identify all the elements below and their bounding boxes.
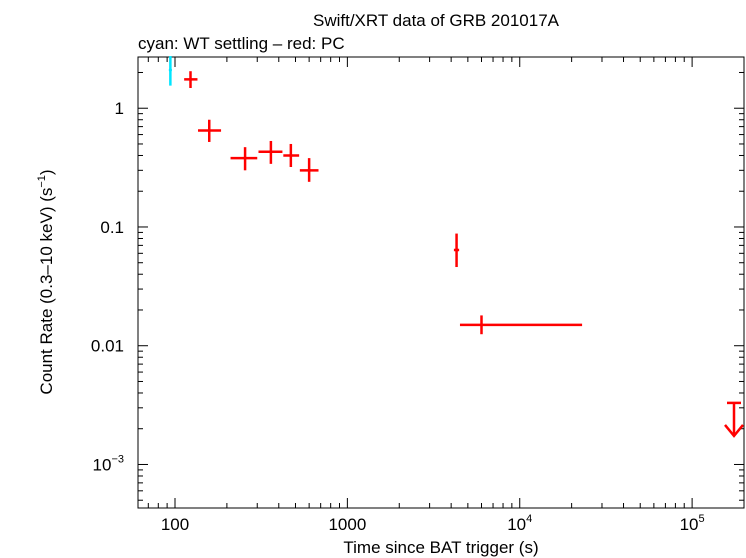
y-tick-label: 0.1 [100,218,124,237]
chart-subtitle: cyan: WT settling – red: PC [138,34,345,53]
y-axis-label-close: ) [37,169,56,175]
y-axis-label: Count Rate (0.3–10 keV) (s−1) [36,169,56,394]
data-point [307,168,311,172]
x-tick-label: 1000 [328,515,366,534]
y-axis-label-main: Count Rate (0.3–10 keV) (s [37,188,56,395]
data-point [269,150,273,154]
y-tick-label: 0.01 [91,337,124,356]
axis-tick-labels: 100 1000 104 105 1 0.1 0.01 10−3 [91,99,705,534]
x-tick-label: 105 [680,513,705,534]
x-tick-label: 100 [161,515,189,534]
y-tick-label: 10−3 [93,453,124,474]
data-point [243,156,247,160]
series-pc [184,71,744,438]
series-wt-settling [168,56,172,86]
x-tick-label: 104 [507,513,532,534]
data-series [168,56,744,438]
axis-ticks [138,57,745,508]
data-point [188,77,193,81]
data-point [479,323,484,327]
y-axis-label-exponent: −1 [36,175,48,188]
x-axis-label: Time since BAT trigger (s) [343,538,538,557]
data-point [289,153,293,158]
plot-frame [137,56,745,509]
chart-title: Swift/XRT data of GRB 201017A [313,11,560,30]
data-point [454,248,459,252]
data-point [168,68,172,72]
upper-limit-arrowhead [724,424,744,438]
data-point [207,128,211,133]
y-tick-label: 1 [115,99,124,118]
